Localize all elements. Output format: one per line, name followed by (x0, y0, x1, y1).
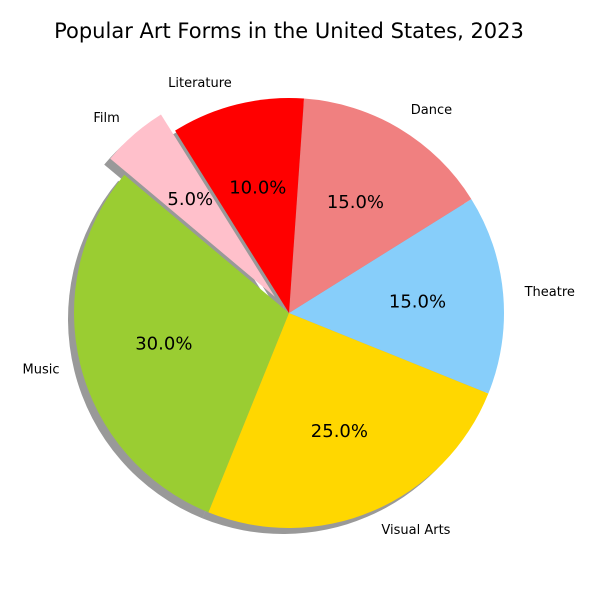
slice-theatre (289, 199, 505, 394)
value-label-dance: 15.0% (327, 192, 384, 213)
label-layer: Music 30.0% Visual Arts 25.0% Theatre 15.0% Da… (23, 76, 575, 538)
category-label-visual-arts: Visual Arts (381, 523, 450, 538)
slice-dance (289, 98, 472, 313)
slice-music (73, 174, 289, 513)
slice-layer (73, 98, 505, 528)
value-label-theatre: 15.0% (389, 291, 446, 312)
slice-literature (175, 98, 304, 313)
value-label-music: 30.0% (135, 334, 192, 355)
category-label-film: Film (93, 111, 119, 126)
category-label-literature: Literature (168, 76, 232, 91)
value-label-literature: 10.0% (229, 177, 286, 198)
value-label-film: 5.0% (167, 189, 213, 210)
category-label-dance: Dance (411, 103, 452, 118)
slice-visual-arts (208, 313, 489, 528)
slice-film (110, 114, 275, 297)
value-label-visual-arts: 25.0% (311, 421, 368, 442)
chart-title: Popular Art Forms in the United States, … (54, 19, 524, 43)
category-label-theatre: Theatre (524, 285, 575, 300)
category-label-music: Music (23, 363, 60, 378)
